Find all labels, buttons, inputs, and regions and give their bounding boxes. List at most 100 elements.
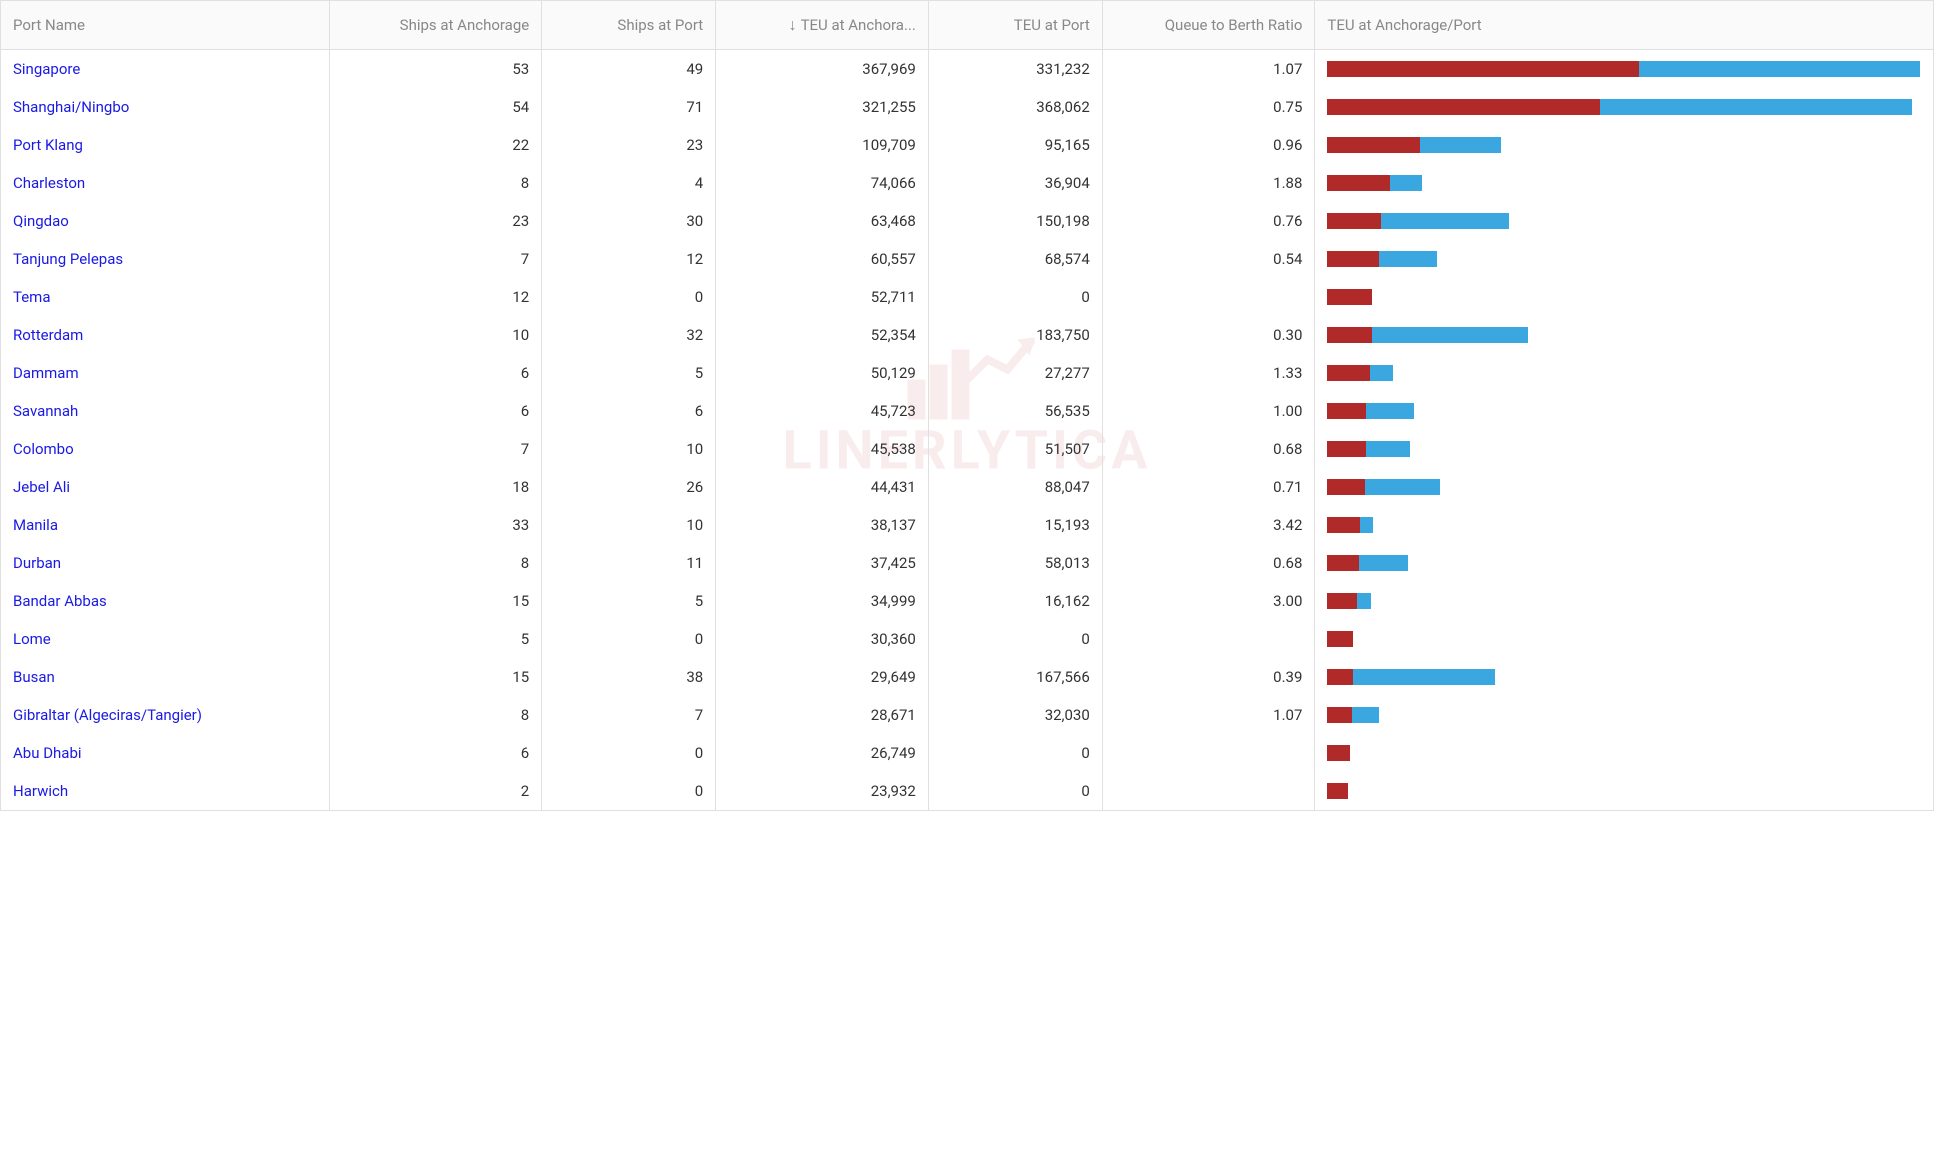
ships-anchorage-cell: 7 xyxy=(329,430,542,468)
teu-port-cell: 150,198 xyxy=(928,202,1102,240)
teu-bar-cell xyxy=(1315,164,1934,202)
queue-ratio-cell: 1.07 xyxy=(1102,696,1315,734)
port-name-link[interactable]: Jebel Ali xyxy=(13,478,70,496)
ships-anchorage-cell: 7 xyxy=(329,240,542,278)
stacked-bar xyxy=(1327,99,1921,115)
port-name-link[interactable]: Shanghai/Ningbo xyxy=(13,98,129,116)
table-row: Qingdao233063,468150,1980.76 xyxy=(1,202,1934,240)
port-name-link[interactable]: Colombo xyxy=(13,440,74,458)
ships-anchorage-cell: 10 xyxy=(329,316,542,354)
bar-anchorage-segment xyxy=(1327,327,1371,343)
bar-anchorage-segment xyxy=(1327,669,1352,685)
col-header-teu-bar[interactable]: TEU at Anchorage/Port xyxy=(1315,1,1934,50)
teu-bar-cell xyxy=(1315,278,1934,316)
teu-bar-cell xyxy=(1315,506,1934,544)
table-row: Tanjung Pelepas71260,55768,5740.54 xyxy=(1,240,1934,278)
port-name-link[interactable]: Tema xyxy=(13,288,51,306)
table-row: Busan153829,649167,5660.39 xyxy=(1,658,1934,696)
ships-port-cell: 23 xyxy=(542,126,716,164)
teu-port-cell: 58,013 xyxy=(928,544,1102,582)
queue-ratio-cell: 0.68 xyxy=(1102,430,1315,468)
ships-port-cell: 12 xyxy=(542,240,716,278)
col-header-ships-anchorage[interactable]: Ships at Anchorage xyxy=(329,1,542,50)
table-row: Manila331038,13715,1933.42 xyxy=(1,506,1934,544)
teu-bar-cell xyxy=(1315,620,1934,658)
bar-anchorage-segment xyxy=(1327,365,1370,381)
bar-port-segment xyxy=(1360,517,1373,533)
ships-anchorage-cell: 2 xyxy=(329,772,542,811)
bar-anchorage-segment xyxy=(1327,403,1366,419)
bar-port-segment xyxy=(1420,137,1501,153)
port-name-link[interactable]: Harwich xyxy=(13,782,68,800)
stacked-bar xyxy=(1327,327,1921,343)
ships-port-cell: 0 xyxy=(542,278,716,316)
bar-port-segment xyxy=(1359,555,1408,571)
col-header-queue-ratio[interactable]: Queue to Berth Ratio xyxy=(1102,1,1315,50)
bar-anchorage-segment xyxy=(1327,289,1372,305)
teu-bar-cell xyxy=(1315,88,1934,126)
table-row: Dammam6550,12927,2771.33 xyxy=(1,354,1934,392)
ships-anchorage-cell: 53 xyxy=(329,50,542,89)
stacked-bar xyxy=(1327,517,1921,533)
port-name-link[interactable]: Bandar Abbas xyxy=(13,592,107,610)
col-header-teu-anchorage-label: TEU at Anchora... xyxy=(801,16,916,34)
teu-bar-cell xyxy=(1315,202,1934,240)
teu-port-cell: 0 xyxy=(928,772,1102,811)
ships-port-cell: 30 xyxy=(542,202,716,240)
port-name-link[interactable]: Port Klang xyxy=(13,136,83,154)
port-name-link[interactable]: Abu Dhabi xyxy=(13,744,82,762)
port-name-link[interactable]: Charleston xyxy=(13,174,85,192)
teu-port-cell: 16,162 xyxy=(928,582,1102,620)
teu-bar-cell xyxy=(1315,316,1934,354)
teu-bar-cell xyxy=(1315,658,1934,696)
teu-anchorage-cell: 74,066 xyxy=(716,164,929,202)
teu-port-cell: 68,574 xyxy=(928,240,1102,278)
bar-anchorage-segment xyxy=(1327,593,1357,609)
ships-anchorage-cell: 6 xyxy=(329,734,542,772)
ships-port-cell: 5 xyxy=(542,582,716,620)
queue-ratio-cell: 1.88 xyxy=(1102,164,1315,202)
col-header-teu-anchorage[interactable]: ↓TEU at Anchora... xyxy=(716,1,929,50)
ships-port-cell: 10 xyxy=(542,430,716,468)
ships-port-cell: 11 xyxy=(542,544,716,582)
queue-ratio-cell: 3.00 xyxy=(1102,582,1315,620)
queue-ratio-cell: 0.30 xyxy=(1102,316,1315,354)
port-name-link[interactable]: Lome xyxy=(13,630,51,648)
col-header-teu-port[interactable]: TEU at Port xyxy=(928,1,1102,50)
teu-port-cell: 368,062 xyxy=(928,88,1102,126)
table-row: Abu Dhabi6026,7490 xyxy=(1,734,1934,772)
ships-port-cell: 0 xyxy=(542,772,716,811)
teu-bar-cell xyxy=(1315,240,1934,278)
bar-anchorage-segment xyxy=(1327,707,1351,723)
port-name-link[interactable]: Dammam xyxy=(13,364,79,382)
ships-port-cell: 0 xyxy=(542,734,716,772)
port-name-link[interactable]: Manila xyxy=(13,516,58,534)
teu-anchorage-cell: 38,137 xyxy=(716,506,929,544)
col-header-port-name[interactable]: Port Name xyxy=(1,1,330,50)
col-header-ships-port[interactable]: Ships at Port xyxy=(542,1,716,50)
teu-port-cell: 0 xyxy=(928,620,1102,658)
stacked-bar xyxy=(1327,669,1921,685)
port-name-link[interactable]: Gibraltar (Algeciras/Tangier) xyxy=(13,706,202,724)
teu-bar-cell xyxy=(1315,50,1934,89)
table-row: Savannah6645,72356,5351.00 xyxy=(1,392,1934,430)
queue-ratio-cell: 1.00 xyxy=(1102,392,1315,430)
port-name-link[interactable]: Qingdao xyxy=(13,212,69,230)
teu-anchorage-cell: 26,749 xyxy=(716,734,929,772)
port-name-link[interactable]: Durban xyxy=(13,554,61,572)
bar-port-segment xyxy=(1379,251,1437,267)
teu-anchorage-cell: 28,671 xyxy=(716,696,929,734)
teu-port-cell: 331,232 xyxy=(928,50,1102,89)
port-name-link[interactable]: Tanjung Pelepas xyxy=(13,250,123,268)
teu-bar-cell xyxy=(1315,468,1934,506)
teu-anchorage-cell: 321,255 xyxy=(716,88,929,126)
teu-port-cell: 32,030 xyxy=(928,696,1102,734)
port-name-link[interactable]: Singapore xyxy=(13,60,80,78)
queue-ratio-cell xyxy=(1102,278,1315,316)
teu-anchorage-cell: 34,999 xyxy=(716,582,929,620)
port-name-link[interactable]: Busan xyxy=(13,668,55,686)
port-name-link[interactable]: Savannah xyxy=(13,402,78,420)
ships-anchorage-cell: 23 xyxy=(329,202,542,240)
port-name-link[interactable]: Rotterdam xyxy=(13,326,83,344)
teu-anchorage-cell: 37,425 xyxy=(716,544,929,582)
